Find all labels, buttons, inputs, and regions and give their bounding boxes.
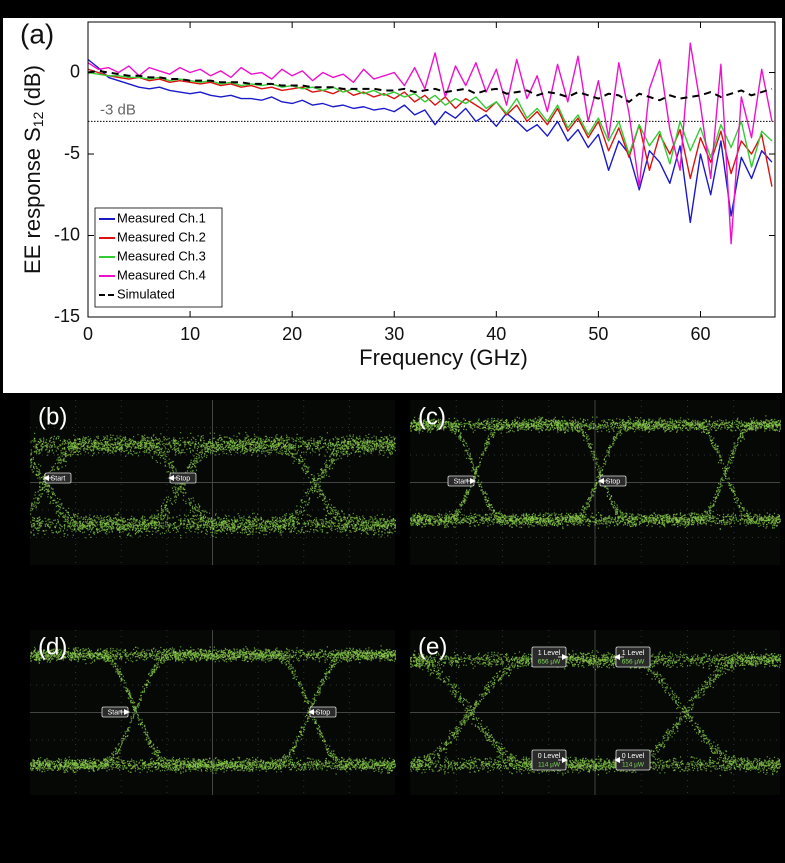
x-tick-label: 60 [690, 324, 710, 344]
y-tick-label: -5 [64, 143, 80, 163]
marker-label: 1 Level [538, 650, 561, 657]
eye-diagram: (b) Start Stop [30, 400, 396, 565]
marker-arrow [614, 757, 620, 763]
marker-value: 114 µW [622, 762, 645, 769]
y-tick-label: -10 [54, 224, 80, 244]
marker-label: 1 Level [622, 650, 645, 657]
marker-arrow [308, 709, 314, 715]
x-tick-label: 20 [282, 324, 302, 344]
legend-label: Measured Ch.4 [117, 267, 206, 282]
reference-label: -3 dB [100, 101, 136, 118]
legend-label: Measured Ch.2 [117, 229, 206, 244]
legend-label: Simulated [117, 286, 175, 301]
marker-arrow [470, 478, 476, 484]
legend-label: Measured Ch.1 [117, 210, 206, 225]
marker-arrow [598, 478, 604, 484]
eye-diagram: (c) Start Stop [410, 400, 782, 565]
series-line [88, 68, 773, 187]
marker-label: Stop [606, 478, 621, 485]
eye-trace [30, 645, 397, 775]
x-tick-label: 10 [180, 324, 200, 344]
y-tick-label: -15 [54, 306, 80, 326]
marker-label: Start [454, 478, 469, 485]
marker-label: Start [51, 475, 66, 482]
series-line [88, 69, 773, 103]
marker-value: 656 µW [622, 659, 645, 666]
eye-diagram: (e) 1 Level 656 µW 1 Level 656 µW 0 Level 114 … [410, 630, 781, 795]
eye-diagram: (d) Start Stop [30, 630, 397, 795]
panel-label: (e) [418, 633, 447, 660]
marker-label: Stop [316, 709, 331, 716]
series-group [88, 42, 773, 245]
marker-value: 114 µW [538, 762, 561, 769]
legend-label: Measured Ch.3 [117, 248, 206, 263]
marker-arrow [168, 475, 174, 481]
series-line [88, 42, 773, 245]
panel-label: (d) [38, 633, 67, 660]
y-axis-label-suffix: (dB) [20, 65, 45, 107]
y-axis-label-main: EE response S [20, 127, 45, 274]
panel-label: (c) [418, 403, 446, 430]
marker-label: 0 Level [538, 753, 561, 760]
legend-box [94, 207, 223, 308]
x-tick-label: 50 [588, 324, 608, 344]
marker-arrow [43, 475, 49, 481]
eye-trace [410, 416, 782, 530]
y-tick-label: 0 [70, 61, 80, 81]
marker-arrow [562, 757, 568, 763]
marker-arrow [562, 654, 568, 660]
plot-frame [87, 21, 776, 318]
x-tick-label: 30 [384, 324, 404, 344]
series-line [88, 71, 773, 168]
panel-label: (a) [20, 18, 54, 49]
y-axis-label-sub: 12 [30, 111, 46, 127]
panel-label: (b) [38, 403, 67, 430]
y-axis-label: EE response S12 (dB) [20, 65, 46, 274]
marker-value: 656 µW [538, 659, 561, 666]
x-axis-label: Frequency (GHz) [359, 345, 528, 370]
x-tick-label: 40 [486, 324, 506, 344]
marker-arrow [124, 709, 130, 715]
x-tick-label: 0 [83, 324, 93, 344]
marker-label: Stop [176, 475, 191, 482]
marker-arrow [614, 654, 620, 660]
marker-label: Start [108, 709, 123, 716]
series-line [88, 58, 773, 224]
marker-label: 0 Level [622, 753, 645, 760]
